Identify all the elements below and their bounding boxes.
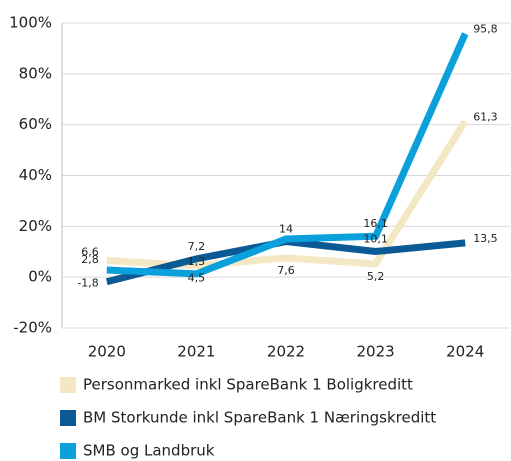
legend-swatch: [60, 410, 76, 426]
data-label: 1,3: [188, 255, 206, 268]
y-tick-label: 60%: [19, 115, 52, 133]
data-label: 13,5: [473, 232, 498, 245]
y-tick-label: 20%: [19, 217, 52, 235]
data-label: 10,1: [363, 232, 388, 245]
data-label: 16,1: [363, 217, 388, 230]
data-label: 61,3: [473, 110, 498, 123]
legend-label: Personmarked inkl SpareBank 1 Boligkredi…: [83, 376, 413, 394]
data-label: 95,8: [473, 23, 498, 36]
legend-swatch: [60, 443, 76, 459]
y-tick-label: 80%: [19, 64, 52, 82]
x-tick-label: 2021: [177, 343, 215, 361]
data-label: 6,6: [81, 245, 99, 258]
series-line: [106, 32, 469, 278]
y-tick-label: 0%: [28, 268, 52, 286]
x-tick-label: 2024: [446, 343, 484, 361]
data-label: 5,2: [367, 270, 385, 283]
x-tick-label: 2020: [88, 343, 126, 361]
data-label: -1,8: [77, 277, 98, 290]
data-label: 7,2: [188, 240, 206, 253]
data-label: 14: [279, 223, 293, 236]
legend-swatch: [60, 377, 76, 393]
data-label: 2,8: [81, 253, 99, 266]
legend-label: SMB og Landbruk: [83, 442, 215, 460]
x-tick-label: 2023: [357, 343, 395, 361]
legend-label: BM Storkunde inkl SpareBank 1 Næringskre…: [83, 409, 436, 427]
x-tick-label: 2022: [267, 343, 305, 361]
data-label: 4,5: [188, 272, 206, 285]
y-tick-label: 100%: [9, 14, 52, 32]
y-tick-label: 40%: [19, 166, 52, 184]
y-tick-label: -20%: [13, 319, 52, 337]
data-label: 7,6: [277, 264, 295, 277]
